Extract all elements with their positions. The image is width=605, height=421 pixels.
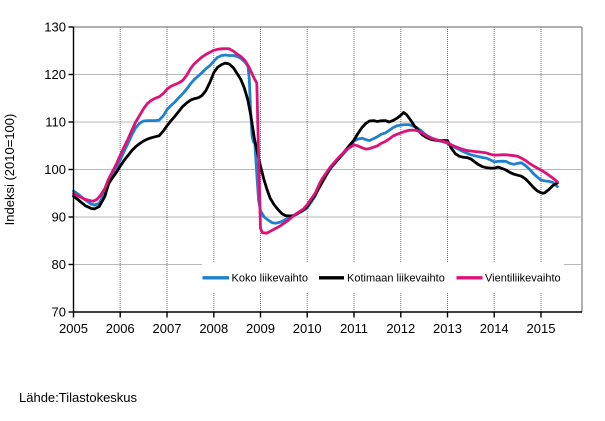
svg-text:Koko liikevaihto: Koko liikevaihto <box>232 273 308 285</box>
svg-text:70: 70 <box>52 305 66 320</box>
svg-text:2008: 2008 <box>199 321 228 336</box>
svg-text:2005: 2005 <box>59 321 88 336</box>
svg-text:2013: 2013 <box>433 321 462 336</box>
svg-text:Lähde:Tilastokeskus: Lähde:Tilastokeskus <box>19 390 138 405</box>
svg-text:2007: 2007 <box>153 321 182 336</box>
svg-text:Indeksi (2010=100): Indeksi (2010=100) <box>2 114 17 226</box>
svg-text:120: 120 <box>44 67 66 82</box>
svg-text:110: 110 <box>45 115 66 130</box>
svg-text:90: 90 <box>52 210 66 225</box>
svg-text:Kotimaan liikevaihto: Kotimaan liikevaihto <box>347 273 445 285</box>
svg-text:80: 80 <box>52 257 66 272</box>
svg-text:100: 100 <box>44 162 66 177</box>
svg-text:2009: 2009 <box>246 321 275 336</box>
svg-text:Vientiliikevaihto: Vientiliikevaihto <box>485 273 561 285</box>
svg-text:2012: 2012 <box>386 321 415 336</box>
svg-text:2014: 2014 <box>480 321 509 336</box>
svg-text:2006: 2006 <box>106 321 135 336</box>
svg-text:130: 130 <box>44 20 66 35</box>
svg-text:2011: 2011 <box>340 321 368 336</box>
svg-text:2015: 2015 <box>527 321 556 336</box>
svg-text:2010: 2010 <box>293 321 322 336</box>
